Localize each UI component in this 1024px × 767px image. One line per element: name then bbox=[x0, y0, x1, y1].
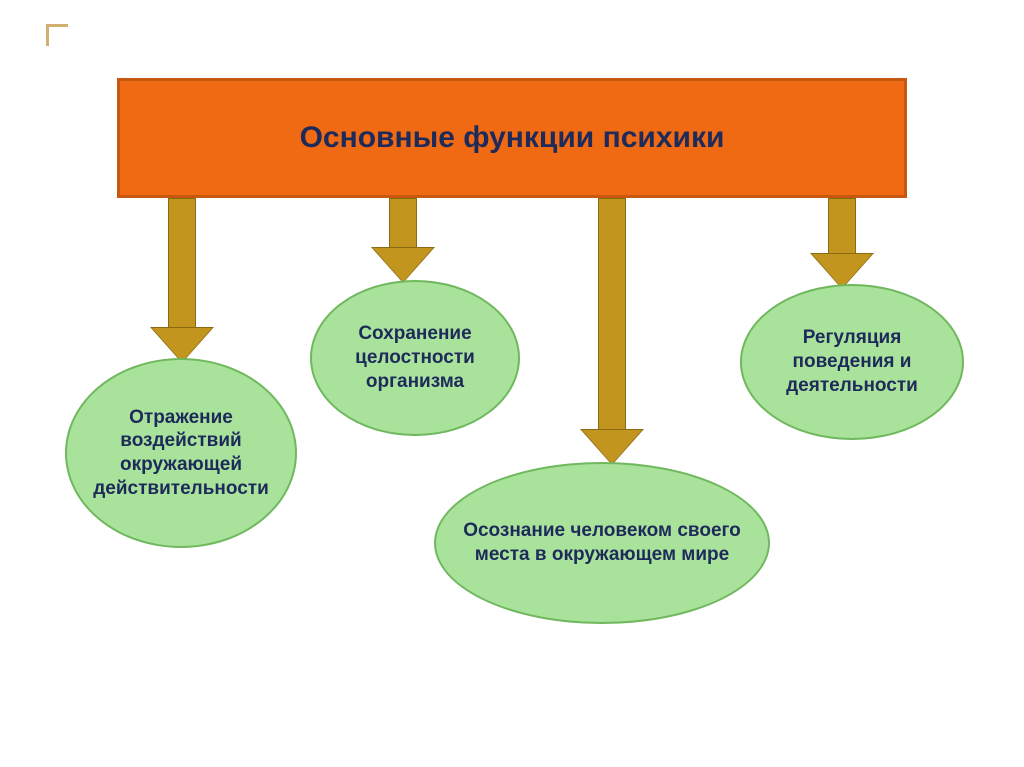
title-text: Основные функции психики bbox=[300, 121, 725, 155]
function-node-1: Отражение воздействий окружающей действи… bbox=[65, 358, 297, 548]
function-node-4: Регуляция поведения и деятельности bbox=[740, 284, 964, 440]
function-node-label: Регуляция поведения и деятельности bbox=[750, 326, 954, 397]
corner-accent bbox=[46, 24, 68, 46]
function-node-2: Сохранение целостности организма bbox=[310, 280, 520, 436]
function-node-label: Сохранение целостности организма bbox=[320, 322, 510, 393]
function-node-3: Осознание человеком своего места в окруж… bbox=[434, 462, 770, 624]
function-node-label: Отражение воздействий окружающей действи… bbox=[75, 406, 287, 501]
title-box: Основные функции психики bbox=[117, 78, 907, 198]
function-node-label: Осознание человеком своего места в окруж… bbox=[444, 519, 760, 567]
